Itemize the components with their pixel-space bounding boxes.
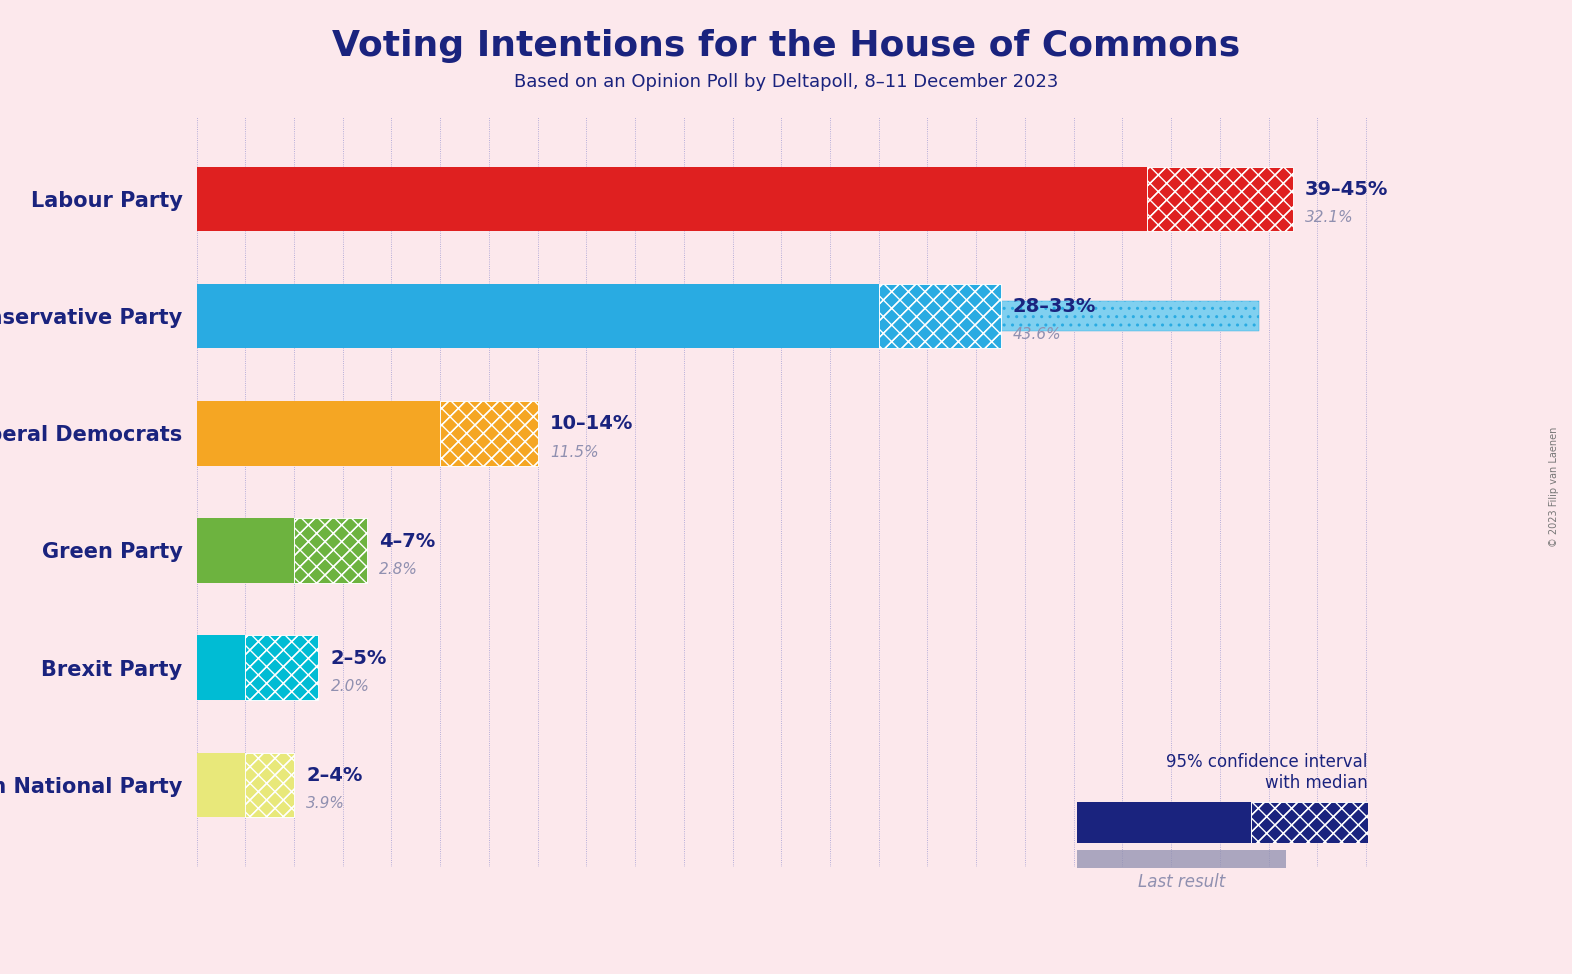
Bar xyxy=(196,536,264,565)
Bar xyxy=(294,518,368,582)
Bar xyxy=(440,401,538,466)
Text: Based on an Opinion Poll by Deltapoll, 8–11 December 2023: Based on an Opinion Poll by Deltapoll, 8… xyxy=(514,73,1058,91)
Text: Last result: Last result xyxy=(1138,873,1225,890)
Bar xyxy=(196,184,979,213)
Bar xyxy=(245,753,294,817)
Bar xyxy=(1148,167,1292,231)
Bar xyxy=(196,770,291,800)
Bar xyxy=(1251,802,1368,843)
Bar xyxy=(879,283,1001,349)
Text: 32.1%: 32.1% xyxy=(1305,210,1353,225)
Bar xyxy=(245,635,318,700)
Bar xyxy=(196,167,1148,231)
Text: 2–4%: 2–4% xyxy=(307,766,363,785)
Text: 10–14%: 10–14% xyxy=(550,414,634,433)
Text: 11.5%: 11.5% xyxy=(550,444,599,460)
Text: Voting Intentions for the House of Commons: Voting Intentions for the House of Commo… xyxy=(332,29,1240,63)
Bar xyxy=(196,301,1259,331)
Bar xyxy=(440,401,538,466)
Text: 3.9%: 3.9% xyxy=(307,796,344,811)
Bar xyxy=(245,753,294,817)
Bar xyxy=(879,283,1001,349)
Bar xyxy=(294,518,368,582)
Text: 2–5%: 2–5% xyxy=(330,649,387,668)
Bar xyxy=(196,653,245,683)
Text: 4–7%: 4–7% xyxy=(379,532,435,550)
Bar xyxy=(196,753,245,817)
Bar xyxy=(196,301,1259,331)
Bar xyxy=(196,419,476,448)
Text: 28–33%: 28–33% xyxy=(1012,297,1096,317)
Bar xyxy=(1148,167,1292,231)
Bar xyxy=(245,635,318,700)
Bar xyxy=(196,283,879,349)
Bar xyxy=(196,184,979,213)
Bar xyxy=(196,536,264,565)
Text: 95% confidence interval
with median: 95% confidence interval with median xyxy=(1166,753,1368,792)
Text: 2.0%: 2.0% xyxy=(330,679,369,693)
Bar xyxy=(1251,802,1368,843)
Bar xyxy=(1077,802,1251,843)
Text: 39–45%: 39–45% xyxy=(1305,180,1388,199)
Bar xyxy=(196,653,245,683)
Text: 2.8%: 2.8% xyxy=(379,562,418,577)
Bar xyxy=(196,419,476,448)
Text: © 2023 Filip van Laenen: © 2023 Filip van Laenen xyxy=(1550,427,1559,547)
Bar xyxy=(196,401,440,466)
Bar xyxy=(196,518,294,582)
Bar xyxy=(196,635,245,700)
Bar xyxy=(196,770,291,800)
Text: 43.6%: 43.6% xyxy=(1012,327,1061,342)
